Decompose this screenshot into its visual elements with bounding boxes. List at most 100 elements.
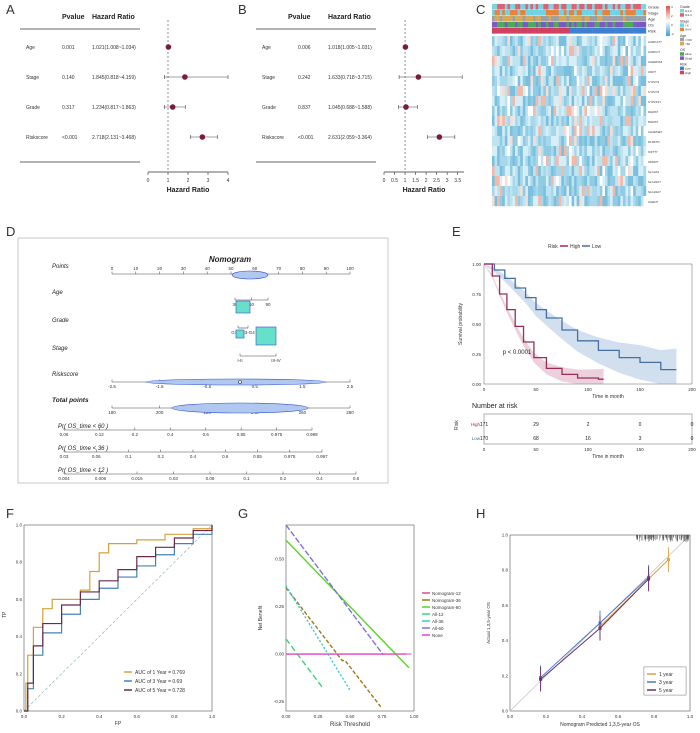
legend-label: All-60 [432, 626, 444, 631]
heatmap-cell [556, 166, 559, 177]
heatmap-cell [520, 176, 523, 187]
heatmap-cell [640, 136, 644, 147]
legend-label: AUC of 3 Year = 0.69 [135, 679, 182, 685]
heatmap-cell [540, 86, 544, 97]
heatmap-cell [533, 96, 536, 107]
heatmap-cell [533, 86, 536, 97]
calibration-point [647, 577, 651, 581]
heatmap-cell [499, 126, 503, 137]
x-tick-label: 150 [636, 387, 644, 392]
heatmap-cell [551, 146, 554, 157]
nomogram-row-label: Total points [52, 397, 89, 404]
heatmap-cell [620, 156, 624, 167]
annotation-cell [640, 4, 644, 10]
heatmap-cell [571, 106, 575, 117]
annotation-cell [638, 16, 642, 22]
heatmap-cell [553, 166, 557, 177]
heatmap-cell [530, 166, 534, 177]
heatmap-cell [533, 146, 536, 157]
heatmap-cell [548, 116, 552, 127]
heatmap-cell [512, 146, 516, 157]
heatmap-cell [517, 176, 521, 187]
heatmap-cell [589, 96, 593, 107]
heatmap-cell [599, 156, 603, 167]
heatmap-cell [602, 146, 606, 157]
plot-area [483, 263, 693, 385]
heatmap-cell [617, 146, 621, 157]
nomogram-tick-label: 70 [276, 266, 282, 271]
annotation-cell [620, 22, 624, 28]
row-hr-text: 1.234(0.817~1.863) [92, 105, 136, 111]
heatmap-cell [628, 186, 631, 197]
heatmap-cell [592, 106, 595, 117]
heatmap-cell [494, 196, 498, 207]
nomogram-tick-label: 180 [108, 410, 116, 415]
annotation-cell [492, 16, 495, 22]
heatmap-cell [633, 146, 636, 157]
heatmap-cell [635, 56, 639, 67]
annotation-cell [640, 28, 644, 34]
annotation-cell [504, 28, 508, 34]
low-survival-curve [484, 263, 677, 371]
heatmap-cell [643, 176, 647, 187]
annotation-cell [558, 22, 562, 28]
heatmap-cell [558, 116, 562, 127]
legend-item: G1-2 [685, 9, 692, 13]
annotation-cell [584, 10, 588, 16]
heatmap-cell [586, 86, 590, 97]
heatmap-cell [597, 36, 600, 47]
annotation-cell [551, 22, 554, 28]
annotation-cell [543, 16, 547, 22]
heatmap-cell [617, 106, 621, 117]
heatmap-cell [497, 186, 500, 197]
heatmap-cell [502, 176, 506, 187]
legend-label: None [432, 633, 443, 638]
annotation-label: Age [648, 17, 656, 22]
annotation-cell [499, 4, 503, 10]
heatmap-cell [527, 76, 531, 87]
heatmap-cell [561, 56, 565, 67]
heatmap-cell [530, 106, 534, 117]
annotation-cell [628, 22, 631, 28]
heatmap-cell [520, 156, 523, 167]
heatmap-cell [581, 146, 585, 157]
row-name: Grade [26, 105, 40, 111]
heatmap-cell [610, 56, 613, 67]
heatmap-cell [566, 126, 570, 137]
heatmap-cell [643, 36, 647, 47]
heatmap-cell [494, 126, 498, 137]
annotation-cell [525, 4, 529, 10]
annotation-cell [592, 16, 595, 22]
heatmap-cell [520, 56, 523, 67]
heatmap-cell [533, 116, 536, 127]
heatmap-cell [635, 86, 639, 97]
heatmap-cell [602, 116, 606, 127]
heatmap-cell [622, 56, 626, 67]
risk-count: 2 [587, 422, 590, 428]
heatmap-cell [620, 126, 624, 137]
heatmap-cell [522, 66, 526, 77]
heatmap-cell [640, 126, 644, 137]
heatmap-cell [643, 196, 647, 207]
heatmap-cell [638, 86, 642, 97]
heatmap-cell [502, 116, 506, 127]
heatmap-cell [571, 76, 575, 87]
annotation-cell [579, 16, 583, 22]
annotation-cell [517, 4, 521, 10]
heatmap-cell [522, 146, 526, 157]
annotation-cell [504, 10, 508, 16]
heatmap-cell [543, 56, 547, 67]
heatmap-cell [530, 176, 534, 187]
annotation-cell [635, 16, 639, 22]
heatmap-cell [525, 96, 529, 107]
heatmap-cell [548, 76, 552, 87]
heatmap-cell [612, 56, 616, 67]
heatmap-cell [509, 76, 513, 87]
heatmap-cell [622, 86, 626, 97]
legend-item: Low [685, 67, 691, 71]
heatmap-cell [615, 126, 618, 137]
grade-box [235, 300, 251, 314]
heatmap-cell [589, 156, 593, 167]
heatmap-cell [594, 46, 598, 57]
